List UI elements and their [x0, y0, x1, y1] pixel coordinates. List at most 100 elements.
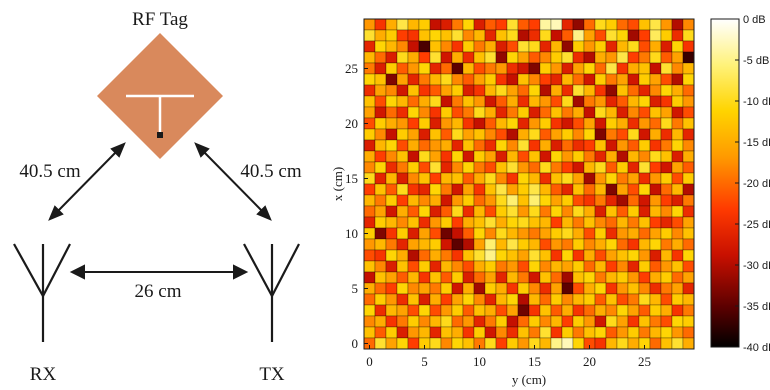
heatmap-cell	[429, 183, 442, 196]
heatmap-cell	[550, 183, 563, 196]
heatmap-cell	[583, 117, 596, 130]
heatmap-cell	[440, 40, 453, 53]
heatmap-cell	[561, 271, 574, 284]
heatmap-cell	[605, 238, 618, 251]
heatmap-cell	[462, 315, 475, 328]
heatmap-cell	[440, 95, 453, 108]
colorbar-tick-label: -15 dB	[743, 137, 770, 149]
heatmap-cell	[396, 18, 409, 31]
heatmap-cell	[385, 117, 398, 130]
heatmap-cell	[572, 139, 585, 152]
heatmap-cell	[550, 326, 563, 339]
heatmap-cell	[649, 249, 662, 262]
heatmap-cell	[462, 18, 475, 31]
heatmap-cell	[473, 293, 486, 306]
heatmap-cell	[572, 216, 585, 229]
heatmap-cell	[374, 326, 387, 339]
heatmap-cell	[572, 40, 585, 53]
heatmap-cell	[539, 282, 552, 295]
heatmap-cell	[484, 95, 497, 108]
heatmap-cell	[517, 117, 530, 130]
heatmap-cell	[429, 62, 442, 75]
heatmap-cell	[660, 62, 673, 75]
heatmap-cell	[418, 29, 431, 42]
heatmap-cell	[484, 172, 497, 185]
heatmap-cell	[407, 106, 420, 119]
heatmap-cell	[396, 150, 409, 163]
heatmap-cell	[462, 249, 475, 262]
heatmap-cell	[473, 128, 486, 141]
heatmap-cell	[517, 183, 530, 196]
heatmap-cell	[605, 326, 618, 339]
heatmap-cell	[396, 51, 409, 64]
heatmap-cell	[429, 326, 442, 339]
heatmap-cell	[418, 249, 431, 262]
heatmap-cell	[462, 282, 475, 295]
heatmap-cell	[506, 304, 519, 317]
heatmap-cell	[561, 249, 574, 262]
colorbar-tick-label: -20 dB	[743, 178, 770, 190]
heatmap-cell	[583, 326, 596, 339]
heatmap-cell	[506, 293, 519, 306]
heatmap-cell	[583, 139, 596, 152]
heatmap-cell	[495, 161, 508, 174]
heatmap-cell	[572, 249, 585, 262]
heatmap-cell	[671, 282, 684, 295]
heatmap-cell	[550, 73, 563, 86]
heatmap-cell	[583, 238, 596, 251]
heatmap-cell	[649, 62, 662, 75]
heatmap-cell	[396, 40, 409, 53]
heatmap-cell	[429, 95, 442, 108]
heatmap-cell	[385, 337, 398, 350]
heatmap-cell	[649, 293, 662, 306]
heatmap-cell	[594, 315, 607, 328]
heatmap-cell	[682, 84, 695, 97]
heatmap-cell	[671, 194, 684, 207]
heatmap-cell	[561, 128, 574, 141]
heatmap-cell	[550, 106, 563, 119]
heatmap-cell	[671, 106, 684, 119]
heatmap-cell	[572, 238, 585, 251]
heatmap-cell	[506, 238, 519, 251]
heatmap-cell	[517, 205, 530, 218]
heatmap-cell	[517, 172, 530, 185]
heatmap-cell	[528, 139, 541, 152]
x-tick-label: 5	[421, 354, 428, 369]
heatmap-cell	[594, 40, 607, 53]
heatmap-cell	[682, 205, 695, 218]
heatmap-cell	[649, 117, 662, 130]
heatmap-cell	[638, 84, 651, 97]
heatmap-cell	[572, 194, 585, 207]
colorbar-tick-label: -10 dB	[743, 96, 770, 108]
heatmap-cell	[363, 326, 376, 339]
heatmap-cell	[506, 227, 519, 240]
heatmap-cell	[660, 216, 673, 229]
heatmap-cell	[385, 216, 398, 229]
heatmap-cell	[495, 227, 508, 240]
tag-antenna-icon	[126, 94, 194, 134]
heatmap-cell	[649, 18, 662, 31]
heatmap-cell	[385, 95, 398, 108]
heatmap-cell	[539, 95, 552, 108]
heatmap-cell	[385, 326, 398, 339]
heatmap-cell	[407, 150, 420, 163]
heatmap-cell	[517, 29, 530, 42]
heatmap-cell	[616, 326, 629, 339]
heatmap-cell	[374, 227, 387, 240]
x-tick-label: 10	[473, 354, 486, 369]
rx-antenna-icon	[13, 243, 71, 342]
heatmap-cell	[682, 95, 695, 108]
heatmap-cell	[495, 84, 508, 97]
heatmap-cell	[616, 238, 629, 251]
heatmap-cell	[473, 150, 486, 163]
heatmap-cell	[561, 326, 574, 339]
heatmap-cell	[561, 18, 574, 31]
arrow-rx-tx	[69, 264, 249, 280]
arrow-tag-rx	[48, 142, 126, 221]
heatmap-cell	[649, 150, 662, 163]
heatmap-cell	[407, 117, 420, 130]
distance-tag-rx: 40.5 cm	[19, 161, 80, 182]
heatmap-cell	[363, 139, 376, 152]
heatmap-cell	[627, 249, 640, 262]
heatmap-cell	[638, 40, 651, 53]
